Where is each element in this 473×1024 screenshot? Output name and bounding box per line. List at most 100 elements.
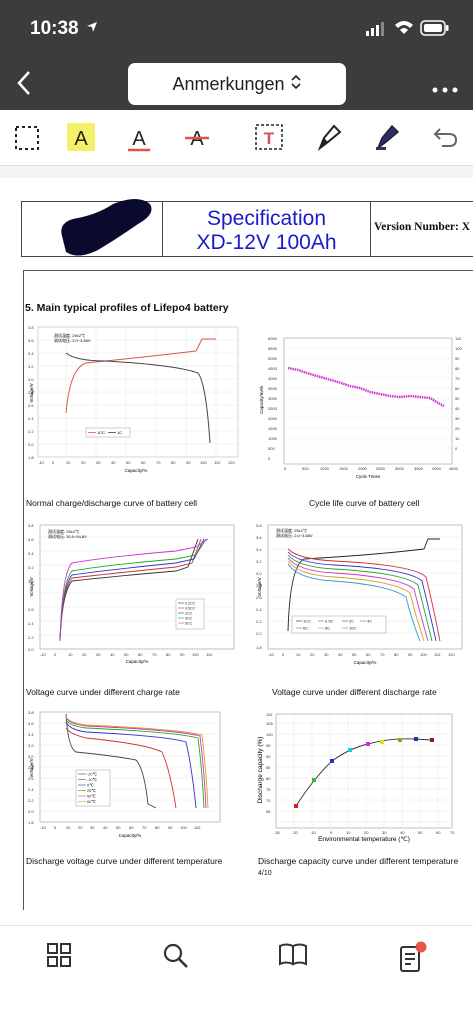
svg-text:0: 0 xyxy=(282,652,285,657)
chart-temp-discharge-capacity: 110 105 100 95 90 85 80 75 70 65 -30 -20 -10 0 10 20 30… xyxy=(257,712,455,843)
annotations-icon[interactable] xyxy=(396,940,430,974)
svg-text:3.2: 3.2 xyxy=(256,559,262,564)
svg-text:90: 90 xyxy=(168,825,173,830)
svg-text:2.6: 2.6 xyxy=(256,595,262,600)
caption-2: Cycle life curve of battery cell xyxy=(309,498,420,508)
svg-text:95: 95 xyxy=(266,743,271,748)
chart5-x-ticks: -10 0 10 20 30 40 50 60 70 80 90 100 110 xyxy=(40,825,201,830)
chart1-y-ticks: 3.8 3.6 3.4 3.2 3.0 2.8 2.6 2.4 2.2 2.0 1.8 xyxy=(28,325,34,460)
svg-text:3000: 3000 xyxy=(395,466,405,471)
chart4-series-10c xyxy=(287,563,421,642)
svg-text:40: 40 xyxy=(338,652,343,657)
page-number: 4/10 xyxy=(258,870,272,877)
svg-text:110: 110 xyxy=(214,460,221,465)
location-icon xyxy=(86,20,98,32)
svg-text:50: 50 xyxy=(116,825,121,830)
svg-text:0: 0 xyxy=(268,456,271,461)
chart4-series-2c xyxy=(287,551,437,642)
svg-text:60: 60 xyxy=(436,830,441,835)
svg-text:2.8: 2.8 xyxy=(256,583,262,588)
svg-text:80: 80 xyxy=(166,652,171,657)
svg-text:100: 100 xyxy=(192,652,199,657)
chart6-point-m10 xyxy=(312,778,316,782)
svg-text:70: 70 xyxy=(455,376,460,381)
chart5-xlabel: Capacity/% xyxy=(119,833,142,838)
chart1-legend-1c: 1C xyxy=(117,430,122,435)
chart1-legend-1cc: 1CC xyxy=(97,430,105,435)
svg-text:0: 0 xyxy=(284,466,287,471)
chart5-ylabel: Voltage/V xyxy=(29,758,34,777)
svg-text:40: 40 xyxy=(455,406,460,411)
chart6-point-30 xyxy=(380,740,384,744)
back-icon[interactable] xyxy=(16,70,32,101)
svg-text:80: 80 xyxy=(455,366,460,371)
svg-text:1.8: 1.8 xyxy=(28,455,34,460)
chart5-series-m10 xyxy=(65,727,177,809)
svg-text:30: 30 xyxy=(90,825,95,830)
undo-icon[interactable] xyxy=(432,125,458,154)
svg-text:4000: 4000 xyxy=(432,466,442,471)
svg-text:100: 100 xyxy=(420,652,427,657)
caption-3: Voltage curve under different charge rat… xyxy=(26,687,180,697)
svg-text:2.0: 2.0 xyxy=(28,442,34,447)
strikethrough-text-icon[interactable]: A xyxy=(183,123,211,156)
more-icon[interactable] xyxy=(432,80,458,98)
highlighter-icon[interactable] xyxy=(372,122,402,157)
underline-text-icon[interactable]: A xyxy=(125,123,153,158)
chart4-series-1cc xyxy=(287,538,440,632)
book-icon[interactable] xyxy=(277,940,311,974)
svg-text:4500: 4500 xyxy=(268,366,278,371)
annotation-mode-selector[interactable]: Anmerkungen xyxy=(128,63,346,105)
svg-text:2.2: 2.2 xyxy=(28,798,34,803)
pen-icon[interactable] xyxy=(314,122,344,157)
svg-text:3.8: 3.8 xyxy=(256,523,262,528)
chart3-legend-note: 测试温度: 25±2℃ xyxy=(48,528,79,534)
chart4-series-4c xyxy=(287,554,433,642)
svg-text:70: 70 xyxy=(380,652,385,657)
grid-icon[interactable] xyxy=(44,940,78,974)
svg-text:90: 90 xyxy=(266,754,271,759)
svg-text:100: 100 xyxy=(180,825,187,830)
chart3-xlabel: Capacity/% xyxy=(126,659,149,664)
chart5-series-m20 xyxy=(65,713,157,809)
svg-text:2.2: 2.2 xyxy=(256,619,262,624)
chart5-series-25 xyxy=(65,719,205,809)
svg-text:3.0: 3.0 xyxy=(256,571,262,576)
chart5-legend-50: 50℃ xyxy=(87,794,96,798)
chart1-xlabel: Capacity/% xyxy=(125,468,148,473)
spec-model: XD-12V 100Ah xyxy=(196,231,337,254)
document-viewer[interactable]: Specification XD-12V 100Ah Version Numbe… xyxy=(0,166,473,910)
svg-text:0: 0 xyxy=(330,830,333,835)
chevron-up-down-icon xyxy=(290,73,302,96)
status-time: 10:38 xyxy=(30,18,79,39)
svg-text:20: 20 xyxy=(78,825,83,830)
svg-text:1500: 1500 xyxy=(339,466,349,471)
svg-text:80: 80 xyxy=(394,652,399,657)
svg-text:3.0: 3.0 xyxy=(28,754,34,759)
svg-text:65: 65 xyxy=(266,809,271,814)
svg-text:70: 70 xyxy=(450,830,455,835)
chart5-series-0 xyxy=(65,721,197,809)
select-area-icon[interactable] xyxy=(14,125,40,156)
chart4-xlabel: Capacity/% xyxy=(354,660,377,665)
chart4-legend-05c: 0.5C xyxy=(325,619,334,624)
svg-text:3.6: 3.6 xyxy=(28,338,34,343)
version-number: Version Number: X xyxy=(374,221,471,233)
chart6-point-0 xyxy=(330,759,334,763)
svg-text:20: 20 xyxy=(364,830,369,835)
chart6-point-40 xyxy=(398,738,402,742)
svg-text:-30: -30 xyxy=(274,830,281,835)
nav-title: Anmerkungen xyxy=(172,73,285,94)
search-icon[interactable] xyxy=(160,940,194,974)
svg-text:120: 120 xyxy=(448,652,455,657)
svg-text:70: 70 xyxy=(156,460,161,465)
svg-text:85: 85 xyxy=(266,765,271,770)
svg-text:70: 70 xyxy=(142,825,147,830)
highlight-text-icon[interactable]: A xyxy=(67,123,95,156)
text-box-icon[interactable]: T xyxy=(254,123,284,156)
svg-text:10: 10 xyxy=(296,652,301,657)
svg-text:40: 40 xyxy=(111,460,116,465)
svg-text:105: 105 xyxy=(266,721,273,726)
chart4-legend-4c: 4C xyxy=(367,619,372,624)
